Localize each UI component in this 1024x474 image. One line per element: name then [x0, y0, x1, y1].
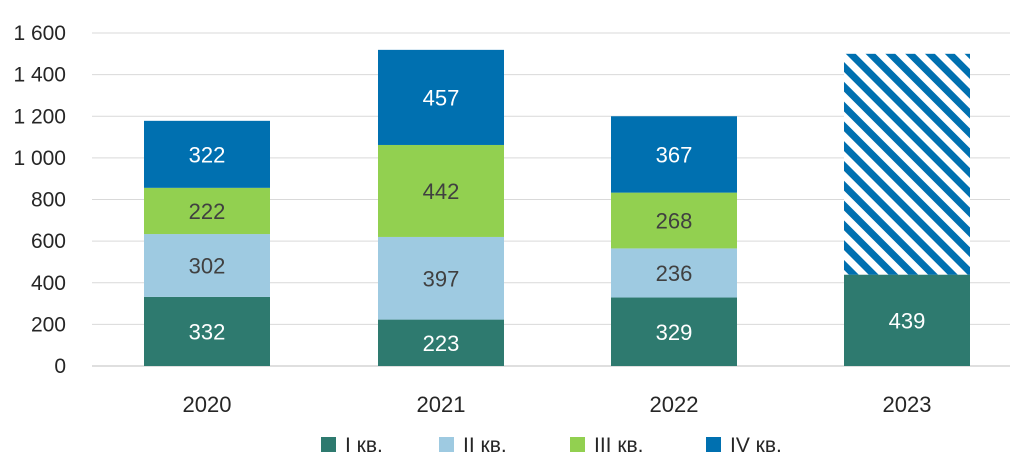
legend-label: III кв.	[594, 434, 644, 457]
legend-swatch	[706, 437, 721, 452]
data-label: 329	[656, 320, 693, 345]
x-axis-categories: 2020 2021 2022 2023	[183, 392, 932, 417]
bar-segment	[378, 236, 504, 320]
y-tick-label: 1 200	[13, 105, 66, 128]
data-label: 222	[189, 199, 226, 224]
legend-label: II кв.	[463, 434, 507, 457]
bar-segment	[144, 187, 270, 235]
y-axis-ticks: 0 200 400 600 800 1 000 1 200 1 400 1 600	[13, 22, 66, 378]
bars: 332 302 222 322 223 397 442 457 329 236 268 367 439	[144, 49, 970, 366]
legend-label: IV кв.	[730, 434, 782, 457]
data-label: 439	[889, 308, 926, 333]
data-label: 268	[656, 209, 693, 234]
bar-segment-hatched	[844, 53, 970, 275]
data-label: 322	[189, 142, 226, 167]
x-tick-label: 2021	[417, 392, 466, 417]
bar-segment	[611, 116, 737, 193]
x-tick-label: 2020	[183, 392, 232, 417]
data-label: 332	[189, 319, 226, 344]
bar-segment	[378, 144, 504, 237]
data-label: 302	[189, 253, 226, 278]
y-tick-label: 200	[31, 313, 66, 336]
y-tick-label: 800	[31, 189, 66, 212]
y-tick-label: 1 600	[13, 22, 66, 45]
bar-segment	[144, 234, 270, 297]
x-tick-label: 2023	[883, 392, 932, 417]
x-tick-label: 2022	[650, 392, 699, 417]
y-tick-label: 0	[54, 355, 66, 378]
legend-label: I кв.	[345, 434, 383, 457]
bar-segment	[611, 248, 737, 298]
bar-segment	[144, 120, 270, 188]
legend-swatch	[439, 437, 454, 452]
bar-segment	[844, 274, 970, 366]
y-tick-label: 600	[31, 230, 66, 253]
bar-segment	[144, 296, 270, 366]
data-label: 367	[656, 142, 693, 167]
legend-swatch	[321, 437, 336, 452]
data-label: 236	[656, 261, 693, 286]
y-tick-label: 400	[31, 272, 66, 295]
data-label: 442	[423, 179, 460, 204]
data-label: 223	[423, 331, 460, 356]
bar-segment	[611, 192, 737, 249]
legend: I кв. II кв. III кв. IV кв.	[321, 434, 782, 457]
data-label: 397	[423, 266, 460, 291]
bar-segment	[611, 297, 737, 366]
data-label: 457	[423, 85, 460, 110]
y-tick-label: 1 000	[13, 147, 66, 170]
bar-segment	[378, 319, 504, 366]
legend-swatch	[570, 437, 585, 452]
bar-segment	[378, 49, 504, 145]
y-tick-label: 1 400	[13, 64, 66, 87]
